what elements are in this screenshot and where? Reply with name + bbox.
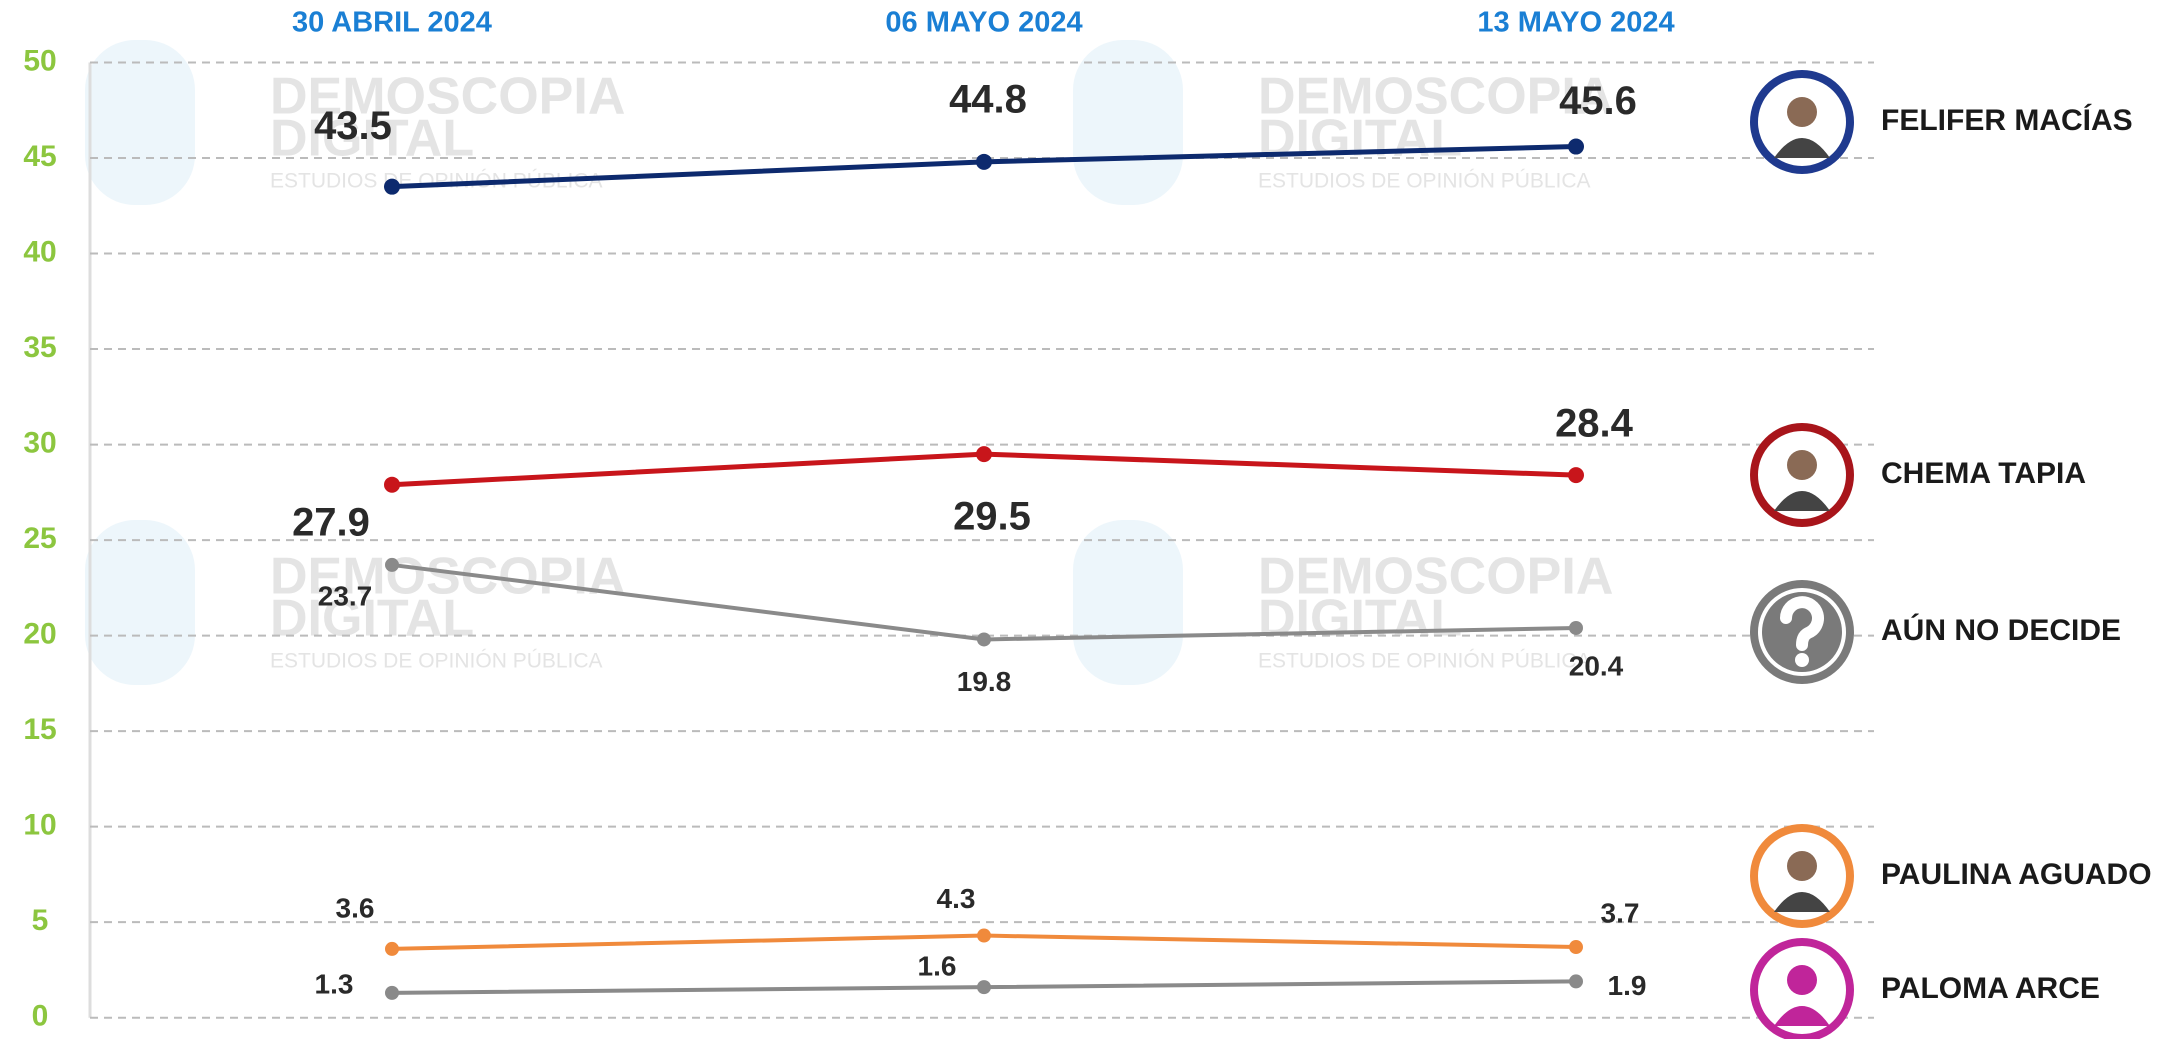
- legend-label: AÚN NO DECIDE: [1881, 613, 2121, 647]
- data-point: [1569, 621, 1583, 635]
- data-point: [1569, 940, 1583, 954]
- watermark-logo: [85, 520, 195, 685]
- data-label: 1.9: [1608, 970, 1647, 1001]
- data-label: 1.6: [918, 951, 957, 982]
- watermark-logo: [85, 40, 195, 205]
- y-tick-label: 45: [23, 140, 56, 173]
- watermark: DIGITAL: [1258, 590, 1462, 648]
- data-point: [385, 558, 399, 572]
- data-point: [385, 942, 399, 956]
- watermark-logo: [1073, 520, 1183, 685]
- data-label: 20.4: [1569, 650, 1624, 681]
- page: DEMOSCOPIADIGITALESTUDIOS DE OPINIÓN PÚB…: [0, 0, 2177, 1039]
- y-tick-label: 20: [23, 618, 56, 651]
- y-tick-label: 5: [32, 904, 49, 937]
- chart: DEMOSCOPIADIGITALESTUDIOS DE OPINIÓN PÚB…: [0, 0, 2177, 1039]
- data-point: [1569, 974, 1583, 988]
- data-label: 23.7: [318, 580, 373, 611]
- watermark: ESTUDIOS DE OPINIÓN PÚBLICA: [270, 650, 603, 673]
- x-tick-label: 13 MAYO 2024: [1477, 7, 1674, 39]
- y-tick-label: 0: [32, 1000, 49, 1033]
- legend-icon-glyph: [1787, 450, 1817, 480]
- y-tick-label: 35: [23, 331, 56, 364]
- legend-icon-glyph: [1795, 653, 1809, 667]
- legend-icon-glyph: [1787, 851, 1817, 881]
- data-label: 27.9: [292, 500, 370, 544]
- data-label: 43.5: [314, 104, 392, 148]
- data-label: 3.6: [336, 892, 375, 923]
- data-label: 19.8: [957, 666, 1012, 697]
- watermark: DIGITAL: [1258, 110, 1462, 168]
- y-tick-label: 50: [23, 44, 56, 77]
- legend-label: CHEMA TAPIA: [1881, 457, 2086, 490]
- data-label: 44.8: [949, 77, 1027, 121]
- data-point: [384, 179, 400, 195]
- data-point: [384, 477, 400, 493]
- data-label: 3.7: [1601, 897, 1640, 928]
- data-point: [1568, 467, 1584, 483]
- x-tick-label: 06 MAYO 2024: [885, 7, 1082, 39]
- y-tick-label: 25: [23, 522, 56, 555]
- legend-label: PAULINA AGUADO: [1881, 858, 2152, 891]
- y-tick-label: 10: [23, 809, 56, 842]
- legend-label: FELIFER MACÍAS: [1881, 103, 2133, 137]
- data-point: [977, 929, 991, 943]
- y-tick-label: 15: [23, 713, 56, 746]
- legend-label: PALOMA ARCE: [1881, 972, 2100, 1005]
- legend-icon-glyph: [1787, 965, 1817, 995]
- data-point: [976, 154, 992, 170]
- data-point: [1568, 139, 1584, 155]
- data-label: 1.3: [315, 968, 354, 999]
- legend-icon-glyph: [1787, 97, 1817, 127]
- data-point: [977, 632, 991, 646]
- data-point: [385, 986, 399, 1000]
- watermark: ESTUDIOS DE OPINIÓN PÚBLICA: [1258, 170, 1591, 193]
- data-label: 4.3: [937, 883, 976, 914]
- y-tick-label: 30: [23, 427, 56, 460]
- watermark: ESTUDIOS DE OPINIÓN PÚBLICA: [1258, 650, 1591, 673]
- data-label: 45.6: [1559, 79, 1637, 123]
- data-point: [976, 446, 992, 462]
- y-tick-label: 40: [23, 235, 56, 268]
- data-label: 28.4: [1555, 402, 1634, 446]
- watermark-logo: [1073, 40, 1183, 205]
- x-tick-label: 30 ABRIL 2024: [292, 7, 492, 39]
- data-label: 29.5: [953, 495, 1031, 539]
- data-point: [977, 980, 991, 994]
